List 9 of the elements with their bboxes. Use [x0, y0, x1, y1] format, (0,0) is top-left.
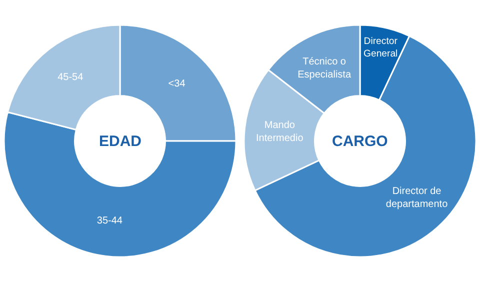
slice-label: 45-54: [58, 72, 84, 83]
slice-label: Mando Intermedio: [256, 120, 304, 144]
text: CARGO: [332, 133, 388, 150]
text: EDAD: [99, 133, 142, 150]
slice-label: Director General: [364, 36, 398, 60]
slice-label: Director de departamento: [386, 186, 448, 210]
slice-label: Técnico o Especialista: [298, 56, 352, 81]
slice-label: 35-44: [96, 215, 123, 226]
slice-label: <34: [168, 78, 186, 90]
